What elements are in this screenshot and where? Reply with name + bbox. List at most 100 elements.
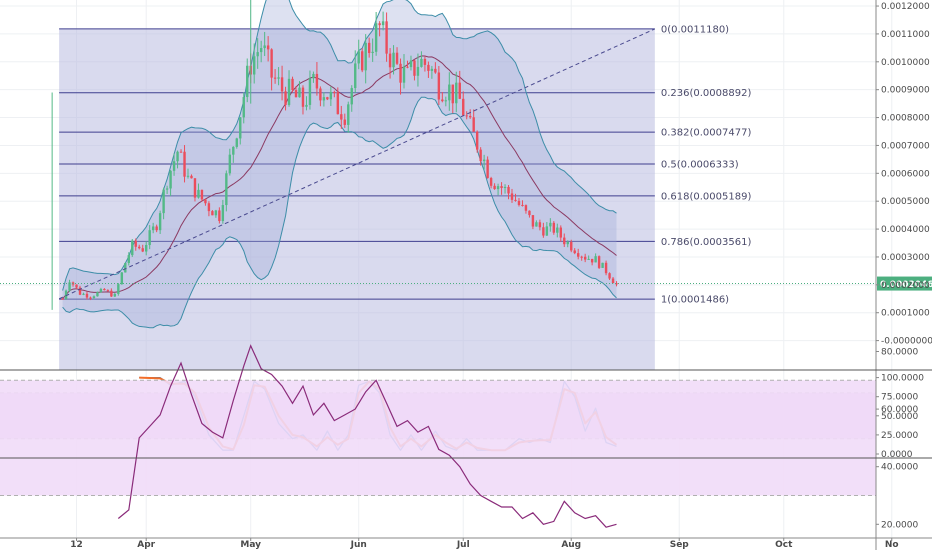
candle-body[interactable] <box>594 256 597 263</box>
candle-body[interactable] <box>552 222 556 233</box>
candle-body[interactable] <box>246 65 249 98</box>
candle-body[interactable] <box>256 52 259 57</box>
candle-body[interactable] <box>141 248 144 252</box>
candle-body[interactable] <box>482 159 486 162</box>
candle-body[interactable] <box>469 115 472 118</box>
candle-body[interactable] <box>259 48 263 53</box>
candle-body[interactable] <box>514 199 517 201</box>
candle-body[interactable] <box>402 66 406 83</box>
candle-body[interactable] <box>75 284 78 288</box>
candle-body[interactable] <box>340 114 343 120</box>
candle-body[interactable] <box>604 262 608 274</box>
candle-body[interactable] <box>465 115 468 117</box>
candle-body[interactable] <box>61 298 64 300</box>
candle-body[interactable] <box>563 237 566 245</box>
candle-body[interactable] <box>517 200 521 205</box>
candle-body[interactable] <box>301 87 305 107</box>
candle-body[interactable] <box>270 49 273 78</box>
candle-body[interactable] <box>437 72 441 100</box>
candle-body[interactable] <box>134 240 137 247</box>
candle-body[interactable] <box>92 296 96 299</box>
candle-body[interactable] <box>280 77 284 92</box>
candle-body[interactable] <box>124 263 127 273</box>
candle-body[interactable] <box>434 68 437 73</box>
candle-body[interactable] <box>597 256 601 268</box>
candle-body[interactable] <box>615 283 618 285</box>
candle-body[interactable] <box>214 210 218 216</box>
candle-body[interactable] <box>570 241 573 251</box>
candle-body[interactable] <box>451 84 454 104</box>
candle-body[interactable] <box>545 226 549 236</box>
candle-body[interactable] <box>294 90 298 98</box>
candle-body[interactable] <box>148 230 151 246</box>
candle-body[interactable] <box>343 119 346 125</box>
candle-body[interactable] <box>197 189 200 198</box>
candle-body[interactable] <box>277 77 280 79</box>
candle-body[interactable] <box>183 151 186 177</box>
candle-body[interactable] <box>68 282 71 291</box>
candle-body[interactable] <box>179 151 183 153</box>
candle-body[interactable] <box>479 149 482 162</box>
candle-body[interactable] <box>253 56 256 75</box>
candle-body[interactable] <box>510 193 514 200</box>
candle-body[interactable] <box>381 21 385 26</box>
candle-body[interactable] <box>99 288 103 293</box>
candle-body[interactable] <box>420 58 423 67</box>
candle-body[interactable] <box>489 178 493 186</box>
candle-body[interactable] <box>531 215 535 227</box>
candle-body[interactable] <box>583 256 587 260</box>
candle-body[interactable] <box>211 211 214 216</box>
candle-body[interactable] <box>131 240 134 256</box>
candle-body[interactable] <box>455 82 458 104</box>
candle-body[interactable] <box>441 99 444 102</box>
candle-body[interactable] <box>608 273 611 279</box>
candle-body[interactable] <box>580 256 583 258</box>
candle-body[interactable] <box>496 186 500 190</box>
candle-body[interactable] <box>169 170 172 189</box>
candle-body[interactable] <box>291 78 294 91</box>
candle-body[interactable] <box>374 23 378 52</box>
candle-body[interactable] <box>371 51 374 54</box>
candle-body[interactable] <box>611 278 615 284</box>
candle-body[interactable] <box>577 253 580 257</box>
candle-body[interactable] <box>503 186 507 188</box>
candle-body[interactable] <box>385 21 388 54</box>
candle-body[interactable] <box>486 159 489 179</box>
candle-body[interactable] <box>103 288 106 291</box>
candle-body[interactable] <box>127 255 130 264</box>
candle-body[interactable] <box>120 272 124 285</box>
candle-body[interactable] <box>472 117 475 132</box>
candle-body[interactable] <box>186 175 190 177</box>
candle-body[interactable] <box>315 73 319 89</box>
candle-body[interactable] <box>601 262 604 268</box>
rsi-panel[interactable] <box>0 344 876 528</box>
candle-body[interactable] <box>524 205 528 211</box>
candle-body[interactable] <box>528 210 531 216</box>
candle-body[interactable] <box>535 222 538 227</box>
candle-body[interactable] <box>218 210 221 222</box>
candle-body[interactable] <box>284 91 287 105</box>
candle-body[interactable] <box>350 88 353 105</box>
candle-body[interactable] <box>110 290 113 297</box>
candle-body[interactable] <box>427 64 430 71</box>
candle-body[interactable] <box>96 292 99 297</box>
candle-body[interactable] <box>444 100 448 102</box>
candle-body[interactable] <box>326 97 329 100</box>
candle-body[interactable] <box>413 60 416 76</box>
candle-body[interactable] <box>347 104 350 125</box>
candle-body[interactable] <box>204 199 207 204</box>
candle-body[interactable] <box>266 45 270 50</box>
candle-body[interactable] <box>200 189 204 200</box>
candle-body[interactable] <box>430 68 434 71</box>
candle-body[interactable] <box>458 82 461 99</box>
candle-body[interactable] <box>448 84 451 101</box>
candle-body[interactable] <box>225 173 228 206</box>
candle-body[interactable] <box>475 131 479 150</box>
candle-body[interactable] <box>333 91 336 93</box>
candle-body[interactable] <box>78 287 82 295</box>
price-panel[interactable]: 0(0.0011180) 0.236(0.0008892) 0.382(0.0007… <box>0 0 932 370</box>
candle-body[interactable] <box>416 66 420 76</box>
candle-body[interactable] <box>308 78 312 105</box>
candle-body[interactable] <box>322 97 326 101</box>
